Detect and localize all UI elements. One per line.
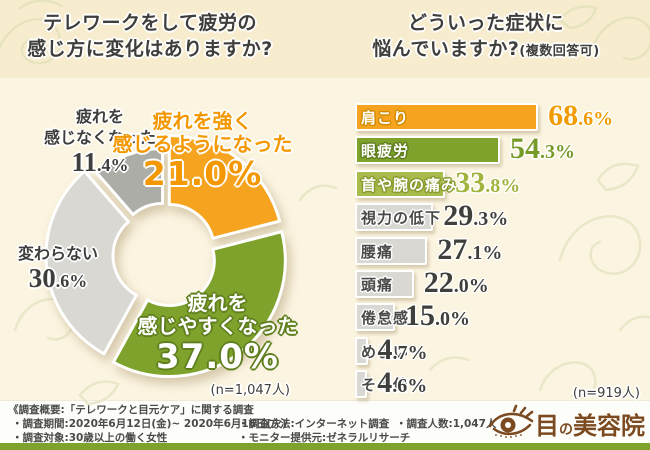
pie-sample-size: (n=1,047人)	[210, 383, 291, 398]
bar-category-label: その他	[361, 376, 410, 395]
bar-value: 68.6%	[548, 99, 614, 132]
bar-row: 腰痛 27.1%	[355, 233, 645, 266]
survey-period: ・調査期間:2020年6月12日(金)~ 2020年6月16日(火)	[12, 418, 287, 430]
bar-category-label: 視力の低下	[361, 209, 442, 228]
bar-row: 眼疲労 54.3%	[355, 132, 645, 165]
pie-value-stronger-fatigue: 21.0%	[142, 154, 263, 193]
bar-category-label: 眼疲労	[361, 142, 410, 161]
survey-count: ・調査人数:1,047人	[396, 418, 497, 430]
pie-value-easier-fatigue: 37.0%	[156, 337, 279, 377]
bar	[355, 169, 446, 198]
bar-value: 4.7%	[377, 332, 428, 366]
pie-value-no-fatigue: 11.4%	[71, 147, 129, 177]
bar-row: 視力の低下 29.3%	[355, 199, 645, 232]
survey-overview: 《調査概要:「テレワークと目元ケア」に関する調査	[8, 404, 254, 416]
pie-title-line1: テレワークをして疲労の	[43, 12, 257, 34]
bar-category-label: めまい	[361, 342, 410, 361]
bar	[355, 270, 414, 298]
bar-title-line2: 悩んでいますか?(複数回答可)	[372, 38, 600, 60]
survey-monitor: ・モニター提供元:ゼネラルリサーチ	[238, 432, 411, 444]
bar	[355, 103, 539, 131]
pie-slice	[44, 169, 138, 356]
bar-category-label: 首や腕の痛み	[361, 175, 458, 194]
bar-value: 54.3%	[509, 132, 575, 166]
bar-value: 27.1%	[437, 232, 503, 266]
survey-subjects: ・調査対象:30歳以上の働く女性	[12, 432, 168, 444]
bar-category-label: 倦怠感	[361, 309, 410, 328]
bar-row: 頭痛 22.0%	[355, 266, 645, 299]
bar-chart-title: どういった症状に 悩んでいますか?(複数回答可)	[336, 10, 636, 65]
pie-label-stronger-fatigue: 疲れを強く 感じるようになった 21.0%	[95, 110, 310, 192]
pie-slice	[111, 230, 287, 379]
fatigue-donut-chart	[44, 133, 287, 379]
bar-row: 倦怠感 15.0%	[355, 299, 645, 332]
pie-slice	[95, 146, 165, 217]
bar	[355, 136, 500, 165]
bar-value: 4.6%	[377, 366, 428, 400]
brand-logo-text: 目の美容院	[535, 413, 645, 440]
bar-row: めまい 4.7%	[355, 333, 645, 366]
bar	[355, 203, 434, 232]
bar	[355, 303, 396, 332]
bar-category-label: 頭痛	[361, 276, 394, 294]
footer-band	[0, 400, 650, 443]
bar-category-label: 腰痛	[361, 242, 394, 261]
bar-title-line1: どういった症状に	[407, 12, 564, 34]
pie-slice	[167, 133, 282, 240]
bar-row: その他 4.6%	[355, 366, 645, 399]
bar-value: 33.8%	[455, 165, 521, 199]
pie-chart-title: テレワークをして疲労の 感じ方に変化はありますか?	[5, 10, 295, 62]
pie-label-easier-fatigue: 疲れを 感じやすくなった 37.0%	[110, 292, 325, 377]
bottom-accent-strip	[0, 443, 650, 450]
pie-label-unchanged: 変わらない 30.6%	[3, 243, 113, 293]
pie-value-unchanged: 30.6%	[28, 263, 88, 293]
header-band	[0, 0, 650, 78]
symptom-bar-chart: 肩こり 68.6% 眼疲労 54.3% 首や腕の痛み 33.8% 視力の低下 29.3% 腰痛 2…	[355, 99, 645, 403]
bar-value: 15.0%	[405, 299, 471, 333]
pie-title-line2: 感じ方に変化はありますか?	[27, 38, 273, 60]
bar-value: 22.0%	[423, 266, 489, 299]
bar-value: 29.3%	[443, 199, 509, 233]
brand-logo: 目の美容院	[487, 404, 647, 442]
pie-label-no-fatigue: 疲れを 感じなくなった 11.4%	[35, 106, 165, 177]
bar-category-label: 肩こり	[361, 109, 410, 127]
survey-method: ・調査方法:インターネット調査	[238, 418, 390, 430]
bar-sample-size: (n=919人)	[572, 386, 640, 401]
bar	[355, 336, 368, 365]
bar-row: 首や腕の痛み 33.8%	[355, 166, 645, 199]
bar	[355, 236, 428, 265]
bar	[355, 370, 368, 399]
bar-title-note: (複数回答可)	[519, 44, 600, 59]
eye-icon	[488, 404, 534, 438]
bar-row: 肩こり 68.6%	[355, 99, 645, 132]
